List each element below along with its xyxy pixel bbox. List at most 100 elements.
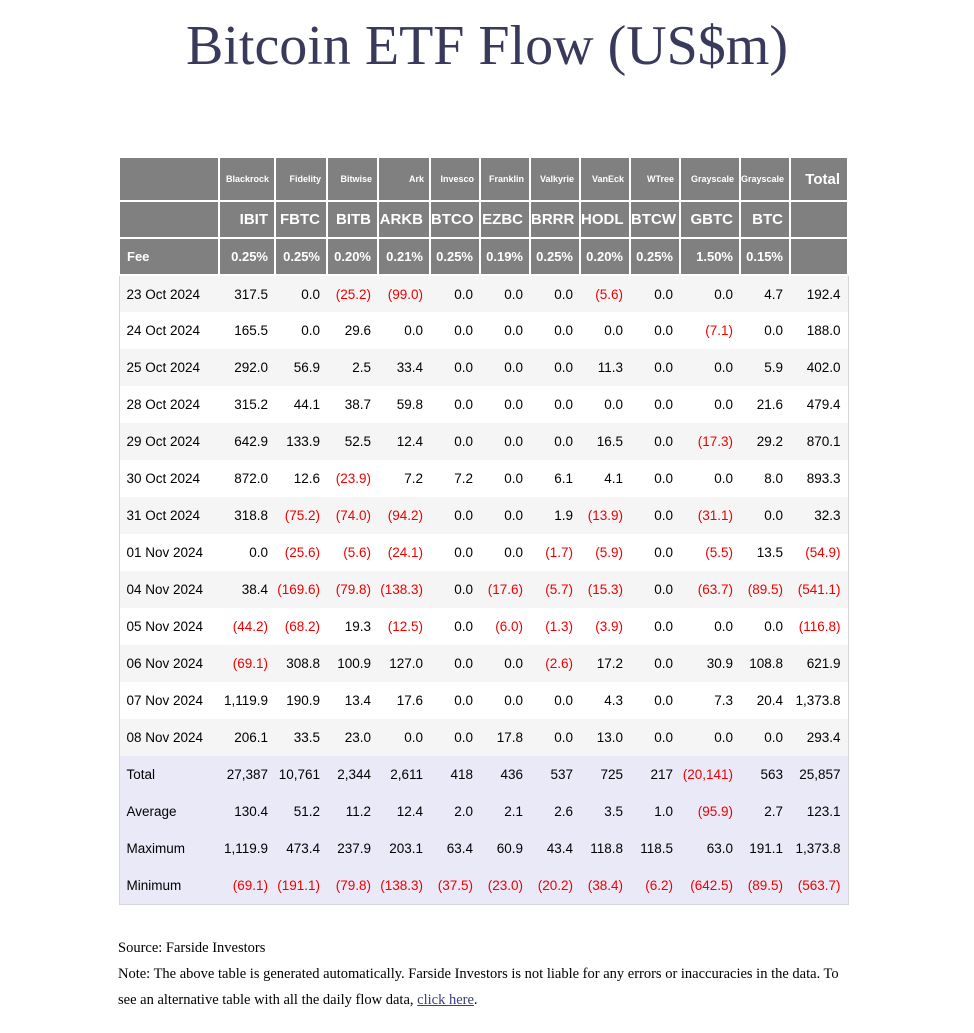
value-cell: 0.0	[604, 323, 623, 339]
value-cell: 0.0	[714, 471, 733, 487]
value-cell: 0.0	[654, 397, 673, 413]
value-cell: (23.0)	[487, 878, 523, 894]
value-cell: 17.6	[396, 693, 423, 709]
value-cell: 51.2	[293, 804, 320, 820]
value-cell: 7.2	[404, 471, 423, 487]
summary-row: Maximum 1,119.9 473.4 237.9 203.1 63.4 60.9 43.…	[119, 830, 848, 868]
value-cell: 10,761	[278, 767, 320, 783]
value-cell: 621.9	[806, 656, 841, 672]
value-cell: 192.4	[806, 286, 841, 302]
table-row: 28 Oct 2024 315.2 44.1 38.7 59.8 0.0 0.0 0.0 0.0…	[119, 386, 848, 424]
value-cell: 43.4	[546, 841, 573, 857]
value-cell: 206.1	[234, 730, 268, 746]
value-cell: (25.2)	[335, 286, 371, 302]
value-cell: 0.0	[654, 656, 673, 672]
value-cell: (63.7)	[697, 582, 733, 598]
value-cell: 0.0	[454, 545, 473, 561]
value-cell: 0.0	[504, 545, 523, 561]
ticker-header: BTCO	[429, 200, 481, 240]
value-cell: 0.0	[554, 323, 573, 339]
table-row: 08 Nov 2024 206.1 33.5 23.0 0.0 0.0 17.8 0.0 13.…	[119, 719, 848, 757]
value-cell: (1.7)	[545, 545, 573, 561]
value-cell: 38.7	[344, 397, 371, 413]
value-cell: 1.0	[654, 804, 673, 820]
value-cell: 5.9	[764, 360, 783, 376]
provider-header: Valkyrie	[529, 156, 581, 203]
value-cell: 0.0	[454, 323, 473, 339]
summary-row: Average 130.4 51.2 11.2 12.4 2.0 2.1 2.6 3.5 1.0 (…	[119, 793, 848, 831]
value-cell: (20.2)	[537, 878, 573, 894]
value-cell: (17.3)	[697, 434, 733, 450]
provider-header: Ark	[377, 156, 431, 203]
summary-label-cell: Maximum	[126, 841, 186, 857]
value-cell: 0.0	[654, 323, 673, 339]
value-cell: 2.7	[764, 804, 783, 820]
summary-label-cell: Total	[126, 767, 156, 783]
value-cell: (99.0)	[387, 286, 423, 302]
value-cell: (563.7)	[797, 878, 841, 894]
value-cell: 2.0	[454, 804, 473, 820]
value-cell: 0.0	[454, 397, 473, 413]
value-cell: 0.0	[714, 730, 733, 746]
value-cell: (3.9)	[595, 619, 623, 635]
fee-value: 0.25%	[274, 237, 328, 277]
value-cell: (68.2)	[284, 619, 320, 635]
value-cell: (5.6)	[343, 545, 371, 561]
value-cell: 0.0	[654, 434, 673, 450]
date-cell: 07 Nov 2024	[126, 693, 204, 709]
value-cell: 0.0	[764, 619, 783, 635]
value-cell: (94.2)	[387, 508, 423, 524]
table-row: 23 Oct 2024 317.5 0.0 (25.2) (99.0) 0.0 0.0 0.0…	[119, 275, 848, 313]
value-cell: (5.7)	[545, 582, 573, 598]
value-cell: 108.8	[749, 656, 783, 672]
date-cell: 08 Nov 2024	[126, 730, 204, 746]
value-cell: (5.5)	[705, 545, 733, 561]
value-cell: (2.6)	[545, 656, 573, 672]
value-cell: 0.0	[504, 360, 523, 376]
value-cell: 30.9	[706, 656, 733, 672]
total-column-header: Total	[789, 156, 849, 203]
value-cell: 872.0	[234, 471, 268, 487]
fee-row-label: Fee	[118, 237, 220, 277]
value-cell: 17.8	[496, 730, 523, 746]
value-cell: 0.0	[504, 471, 523, 487]
value-cell: 38.4	[241, 582, 268, 598]
value-cell: (69.1)	[232, 656, 268, 672]
provider-header: VanEck	[579, 156, 631, 203]
click-here-link[interactable]: click here	[417, 992, 474, 1009]
ticker-row-spacer	[789, 200, 849, 240]
value-cell: (89.5)	[747, 582, 783, 598]
table-row: 25 Oct 2024 292.0 56.9 2.5 33.4 0.0 0.0 0.0 11.3…	[119, 349, 848, 387]
value-cell: 190.9	[286, 693, 320, 709]
ticker-header: BTCW	[629, 200, 681, 240]
note-text-after: .	[473, 992, 478, 1009]
table-row: 30 Oct 2024 872.0 12.6 (23.9) 7.2 7.2 0.0 6.1 4.…	[119, 460, 848, 498]
value-cell: 2.5	[352, 360, 371, 376]
value-cell: (138.3)	[380, 878, 423, 894]
value-cell: 0.0	[604, 397, 623, 413]
table-body: 23 Oct 2024 317.5 0.0 (25.2) (99.0) 0.0 0.0 0.0…	[119, 275, 848, 905]
value-cell: 1,373.8	[795, 693, 841, 709]
value-cell: 59.8	[396, 397, 423, 413]
ticker-header: BITB	[326, 200, 379, 240]
value-cell: (116.8)	[798, 619, 841, 635]
value-cell: 292.0	[234, 360, 268, 376]
value-cell: 318.8	[234, 508, 268, 524]
value-cell: 7.2	[454, 471, 473, 487]
value-cell: 0.0	[454, 582, 473, 598]
value-cell: 2,344	[337, 767, 371, 783]
value-cell: (5.6)	[595, 286, 623, 302]
value-cell: 725	[600, 767, 623, 783]
value-cell: 563	[760, 767, 783, 783]
fee-value: 0.25%	[629, 237, 681, 277]
value-cell: 13.4	[344, 693, 371, 709]
fee-value: 0.15%	[739, 237, 791, 277]
fee-value: 0.20%	[579, 237, 631, 277]
fee-value: 1.50%	[679, 237, 741, 277]
value-cell: 1,373.8	[795, 841, 841, 857]
value-cell: 27,387	[226, 767, 268, 783]
value-cell: 642.9	[234, 434, 268, 450]
value-cell: 44.1	[293, 397, 320, 413]
value-cell: 0.0	[454, 360, 473, 376]
value-cell: 0.0	[764, 323, 783, 339]
